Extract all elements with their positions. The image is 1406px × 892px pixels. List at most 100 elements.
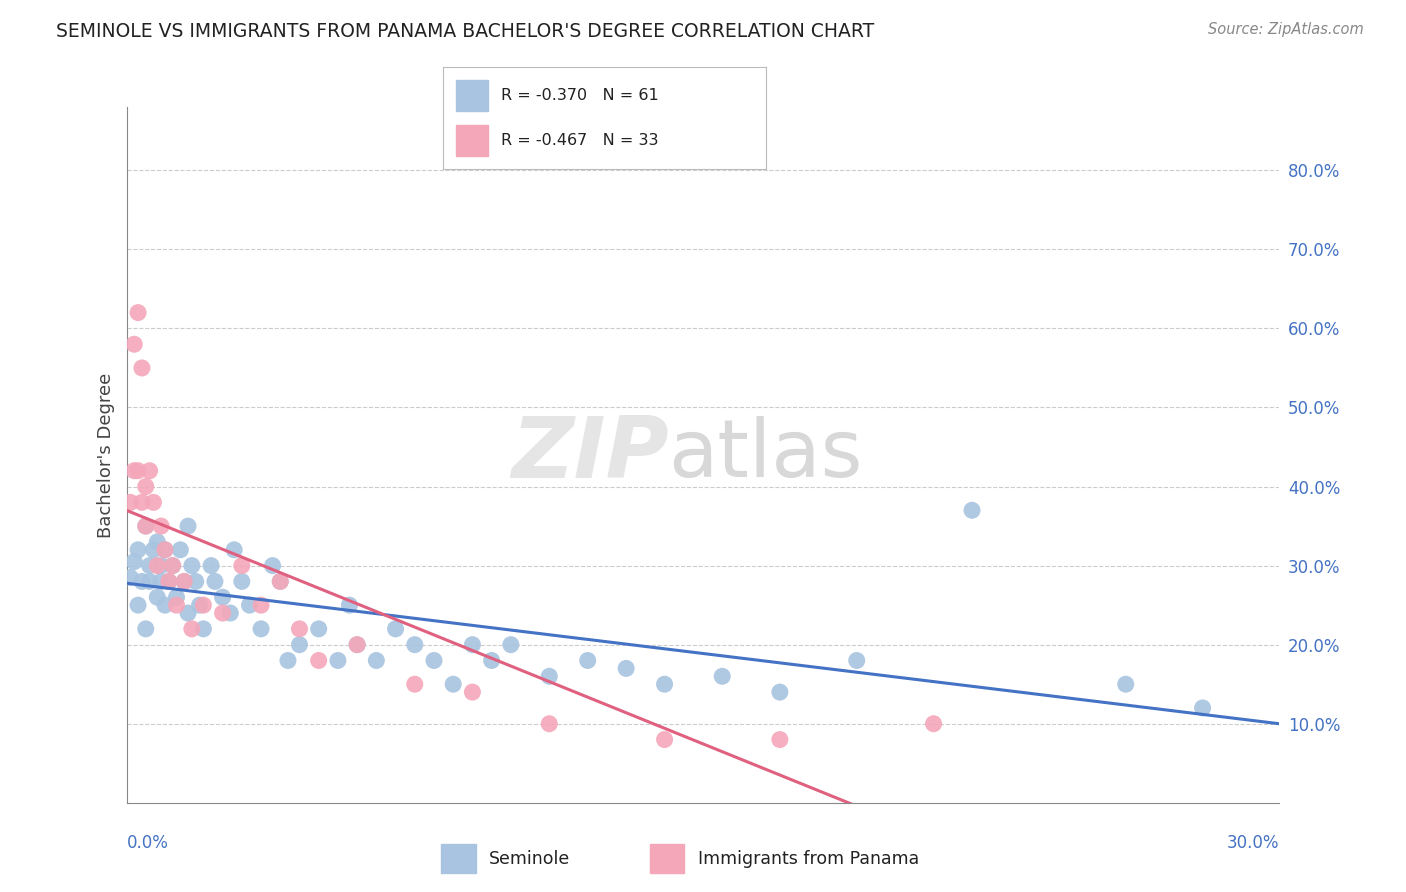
Point: [169, 542, 191, 557]
Point: [308, 653, 330, 667]
Point: [269, 574, 291, 589]
Point: [346, 638, 368, 652]
Point: [127, 542, 149, 557]
Text: Seminole: Seminole: [489, 849, 571, 868]
Point: [366, 653, 388, 667]
Point: [339, 598, 361, 612]
Point: [146, 534, 169, 549]
Point: [153, 542, 176, 557]
Point: [146, 591, 169, 605]
Point: [384, 622, 406, 636]
Y-axis label: Bachelor's Degree: Bachelor's Degree: [97, 372, 115, 538]
Point: [224, 542, 246, 557]
Point: [138, 558, 160, 573]
Point: [1191, 701, 1213, 715]
Point: [654, 677, 676, 691]
Point: [423, 653, 446, 667]
Point: [288, 622, 311, 636]
Point: [131, 360, 153, 375]
Point: [122, 555, 145, 569]
Point: [481, 653, 503, 667]
Point: [177, 606, 200, 620]
Bar: [441, 844, 475, 873]
Point: [122, 464, 145, 478]
Bar: [456, 80, 488, 111]
Point: [308, 622, 330, 636]
Point: [404, 677, 426, 691]
Text: atlas: atlas: [668, 416, 863, 494]
Point: [120, 570, 142, 584]
Point: [166, 598, 188, 612]
Point: [845, 653, 868, 667]
Point: [769, 732, 792, 747]
Point: [219, 606, 242, 620]
Point: [211, 606, 233, 620]
Point: [250, 622, 273, 636]
Point: [184, 574, 207, 589]
Bar: [456, 126, 488, 156]
Point: [211, 591, 233, 605]
Point: [131, 495, 153, 509]
Point: [135, 519, 157, 533]
Text: SEMINOLE VS IMMIGRANTS FROM PANAMA BACHELOR'S DEGREE CORRELATION CHART: SEMINOLE VS IMMIGRANTS FROM PANAMA BACHE…: [56, 22, 875, 41]
Text: Source: ZipAtlas.com: Source: ZipAtlas.com: [1208, 22, 1364, 37]
Point: [204, 574, 226, 589]
Point: [150, 519, 173, 533]
Text: R = -0.370   N = 61: R = -0.370 N = 61: [501, 88, 659, 103]
Point: [711, 669, 734, 683]
Point: [153, 542, 176, 557]
Point: [576, 653, 599, 667]
Point: [135, 519, 157, 533]
Point: [127, 598, 149, 612]
Point: [127, 464, 149, 478]
Point: [150, 574, 173, 589]
Point: [180, 622, 202, 636]
Point: [142, 542, 165, 557]
Point: [138, 464, 160, 478]
Point: [1115, 677, 1137, 691]
Point: [250, 598, 273, 612]
Point: [262, 558, 284, 573]
Point: [193, 598, 215, 612]
Point: [188, 598, 211, 612]
Point: [173, 574, 195, 589]
Text: Immigrants from Panama: Immigrants from Panama: [697, 849, 920, 868]
Point: [177, 519, 200, 533]
Point: [173, 574, 195, 589]
Point: [231, 558, 253, 573]
Bar: [650, 844, 685, 873]
Point: [135, 622, 157, 636]
Point: [157, 574, 180, 589]
Point: [180, 558, 202, 573]
Point: [138, 574, 160, 589]
Point: [461, 685, 484, 699]
Point: [127, 305, 149, 319]
Point: [404, 638, 426, 652]
Point: [654, 732, 676, 747]
Point: [960, 503, 983, 517]
Point: [150, 558, 173, 573]
Point: [153, 598, 176, 612]
Point: [326, 653, 349, 667]
Point: [135, 479, 157, 493]
Point: [769, 685, 792, 699]
Point: [146, 558, 169, 573]
Point: [441, 677, 464, 691]
Point: [277, 653, 299, 667]
Point: [166, 591, 188, 605]
Point: [538, 669, 561, 683]
Point: [461, 638, 484, 652]
Text: ZIP: ZIP: [510, 413, 668, 497]
Point: [200, 558, 222, 573]
Point: [162, 558, 184, 573]
Point: [288, 638, 311, 652]
Point: [346, 638, 368, 652]
Point: [231, 574, 253, 589]
Text: 0.0%: 0.0%: [127, 834, 169, 852]
Point: [922, 716, 945, 731]
Text: R = -0.467   N = 33: R = -0.467 N = 33: [501, 133, 658, 148]
Point: [538, 716, 561, 731]
Point: [238, 598, 260, 612]
Point: [122, 337, 145, 351]
Point: [131, 574, 153, 589]
